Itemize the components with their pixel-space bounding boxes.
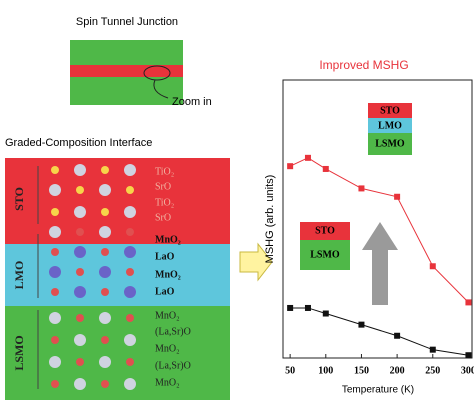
layer-label: MnO₂ (155, 234, 181, 245)
y-axis-label: MSHG (arb. units) (264, 175, 276, 264)
junction-title: Spin Tunnel Junction (76, 16, 178, 28)
point (394, 194, 400, 200)
x-tick-label: 200 (390, 365, 405, 376)
atom (51, 208, 59, 216)
atom (126, 228, 134, 236)
atom (99, 312, 111, 324)
atom (74, 334, 86, 346)
point (287, 305, 293, 311)
atom (49, 184, 61, 196)
layer-label: MnO₂ (155, 310, 180, 321)
atom (101, 380, 109, 388)
atom (51, 248, 59, 256)
atom (49, 226, 61, 238)
point (465, 352, 471, 358)
atom (74, 378, 86, 390)
barrier (70, 65, 183, 77)
page: {"chart_data": {"type": "line", "title":… (0, 0, 474, 400)
atom (51, 336, 59, 344)
layer-label: LaO (155, 286, 175, 297)
layer-label: TiO₂ (155, 166, 174, 177)
atom (101, 166, 109, 174)
atom (49, 356, 61, 368)
point (430, 347, 436, 353)
atom (74, 246, 86, 258)
atom (124, 206, 136, 218)
layer-label: TiO₂ (155, 197, 174, 208)
layer-label: MnO₂ (155, 377, 180, 388)
point (305, 155, 311, 161)
atom (49, 312, 61, 324)
atom (99, 226, 111, 238)
atom (49, 266, 61, 278)
inset-label: STO (380, 105, 400, 116)
atom (124, 334, 136, 346)
x-tick-label: 100 (318, 365, 333, 376)
point (394, 333, 400, 339)
atom (76, 186, 84, 194)
x-tick-label: 300 (461, 365, 474, 376)
atom (99, 356, 111, 368)
atom (99, 266, 111, 278)
point (323, 311, 329, 317)
point (323, 166, 329, 172)
atom (124, 164, 136, 176)
atom (76, 358, 84, 366)
atom (99, 184, 111, 196)
point (358, 185, 364, 191)
atom (76, 268, 84, 276)
atom (101, 336, 109, 344)
atom (124, 378, 136, 390)
point (287, 163, 293, 169)
layer-lmo (5, 244, 230, 306)
atom (126, 186, 134, 194)
atom (126, 358, 134, 366)
inset-label: STO (315, 225, 335, 236)
improve-arrow (362, 222, 398, 305)
atom (126, 314, 134, 322)
atom (76, 228, 84, 236)
chart-title: Improved MSHG (319, 58, 408, 72)
atom (51, 166, 59, 174)
figure: Spin Tunnel Junction Zoom in Graded-Comp… (0, 0, 474, 400)
layer-lsmo (5, 306, 230, 400)
x-tick-label: 250 (425, 365, 440, 376)
layer-name: LMO (12, 261, 26, 290)
layer-label: LaO (155, 251, 175, 262)
layer-label: MnO₂ (155, 269, 181, 280)
layer-label: (La,Sr)O (155, 360, 191, 371)
atom (74, 164, 86, 176)
layer-label: SrO (155, 181, 171, 192)
atom (101, 288, 109, 296)
atom (74, 286, 86, 298)
x-tick-label: 150 (354, 365, 369, 376)
x-axis-label: Temperature (K) (342, 385, 414, 396)
atom (126, 268, 134, 276)
point (305, 305, 311, 311)
inset-label: LMO (378, 120, 402, 131)
layer-label: (La,Sr)O (155, 326, 191, 337)
atom (51, 380, 59, 388)
atom (101, 208, 109, 216)
layer-sto (5, 158, 230, 244)
layer-name: STO (12, 187, 26, 211)
point (358, 322, 364, 328)
atom (101, 248, 109, 256)
series-line (290, 308, 468, 355)
layer-label: MnO₂ (155, 343, 180, 354)
atom (74, 206, 86, 218)
atom (124, 286, 136, 298)
zoom-label: Zoom in (172, 96, 212, 108)
point (430, 263, 436, 269)
layer-label: SrO (155, 212, 171, 223)
inset-label: LSMO (375, 138, 405, 149)
atom (76, 314, 84, 322)
atom (51, 288, 59, 296)
x-tick-label: 50 (285, 365, 295, 376)
layer-name: LSMO (12, 335, 26, 370)
inset-label: LSMO (310, 249, 340, 260)
interface-title: Graded-Composition Interface (5, 137, 152, 149)
point (465, 299, 471, 305)
atom (124, 246, 136, 258)
